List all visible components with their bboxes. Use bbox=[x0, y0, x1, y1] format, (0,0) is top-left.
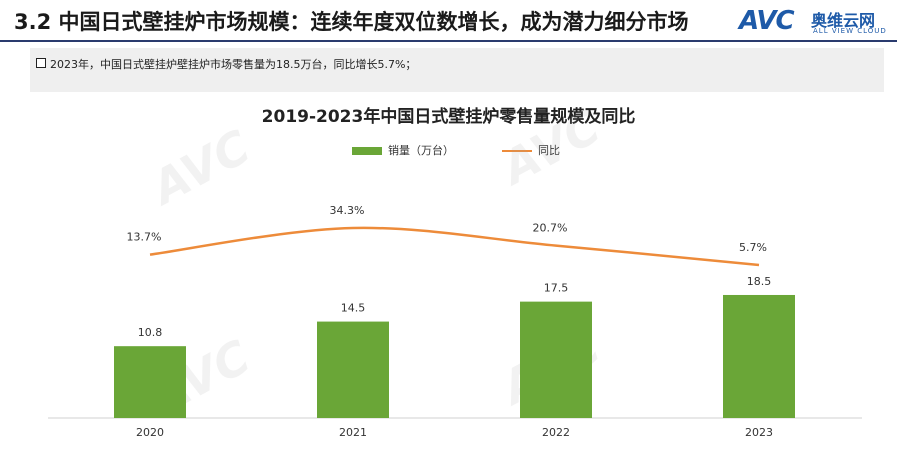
bar-value-label-2022: 17.5 bbox=[544, 282, 569, 295]
yoy-value-label-2023: 5.7% bbox=[739, 241, 767, 254]
avc-logo: AVC 奥维云网 ALL VIEW CLOUD bbox=[739, 6, 889, 40]
legend-item-sales: 销量（万台） bbox=[352, 142, 454, 158]
yoy-value-label-2020: 13.7% bbox=[127, 231, 162, 244]
bar-2023 bbox=[723, 294, 795, 418]
bar-2021 bbox=[317, 321, 389, 418]
summary-note-text: 2023年，中国日式壁挂炉壁挂炉市场零售量为18.5万台，同比增长5.7%； bbox=[50, 58, 417, 71]
yoy-value-label-2021: 34.3% bbox=[330, 204, 365, 217]
bar-2020 bbox=[114, 346, 186, 418]
legend-label-yoy: 同比 bbox=[538, 144, 560, 157]
x-tick-label-2021: 2021 bbox=[339, 426, 367, 439]
yoy-value-label-2022: 20.7% bbox=[533, 222, 568, 235]
legend-label-sales: 销量（万台） bbox=[388, 144, 454, 157]
yoy-line bbox=[149, 226, 760, 267]
summary-note: 2023年，中国日式壁挂炉壁挂炉市场零售量为18.5万台，同比增长5.7%； bbox=[30, 48, 884, 92]
title-divider bbox=[0, 40, 897, 42]
legend-item-yoy: 同比 bbox=[502, 142, 560, 158]
x-tick-label-2022: 2022 bbox=[542, 426, 570, 439]
bar-2022 bbox=[520, 301, 592, 418]
bar-value-label-2020: 10.8 bbox=[138, 326, 163, 339]
bar-value-label-2021: 14.5 bbox=[341, 302, 366, 315]
x-tick-label-2020: 2020 bbox=[136, 426, 164, 439]
slide-title: 3.2 中国日式壁挂炉市场规模：连续年度双位数增长，成为潜力细分市场 bbox=[14, 10, 689, 34]
chart-legend: 销量（万台） 同比 bbox=[0, 142, 897, 162]
logo-name-cn: 奥维云网 bbox=[811, 11, 876, 30]
chart-title: 2019-2023年中国日式壁挂炉零售量规模及同比 bbox=[261, 107, 636, 127]
legend-line-swatch bbox=[502, 150, 532, 152]
logo-mark: AVC bbox=[739, 6, 795, 36]
x-tick-label-2023: 2023 bbox=[745, 426, 773, 439]
bar-value-label-2023: 18.5 bbox=[747, 275, 772, 288]
checkbox-square-icon bbox=[36, 58, 46, 68]
legend-bar-swatch bbox=[352, 147, 382, 155]
logo-name-en: ALL VIEW CLOUD bbox=[813, 27, 887, 35]
